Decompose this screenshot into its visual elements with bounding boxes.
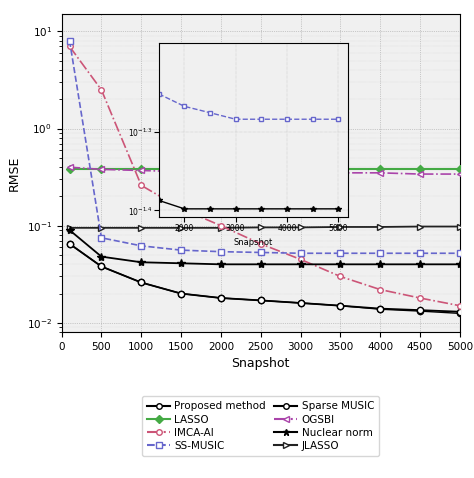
- Y-axis label: RMSE: RMSE: [8, 155, 21, 191]
- Legend: Proposed method, LASSO, IMCA-AI, SS-MUSIC, Sparse MUSIC, OGSBI, Nuclear norm, JL: Proposed method, LASSO, IMCA-AI, SS-MUSI…: [142, 396, 379, 456]
- X-axis label: Snapshot: Snapshot: [231, 358, 290, 370]
- X-axis label: Snapshot: Snapshot: [234, 239, 273, 247]
